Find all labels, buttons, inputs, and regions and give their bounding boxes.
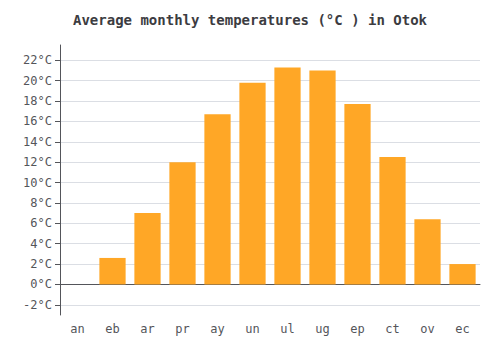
svg-text:ov: ov	[420, 322, 434, 336]
svg-text:8°C: 8°C	[30, 196, 52, 210]
svg-text:ep: ep	[350, 322, 364, 336]
svg-text:ug: ug	[315, 322, 329, 336]
svg-text:0°C: 0°C	[30, 277, 52, 291]
svg-text:eb: eb	[105, 322, 119, 336]
svg-text:6°C: 6°C	[30, 216, 52, 230]
svg-text:ay: ay	[210, 322, 224, 336]
svg-text:ar: ar	[140, 322, 154, 336]
svg-text:-2°C: -2°C	[23, 298, 52, 312]
svg-text:4°C: 4°C	[30, 237, 52, 251]
svg-text:10°C: 10°C	[23, 176, 52, 190]
svg-text:12°C: 12°C	[23, 155, 52, 169]
svg-text:pr: pr	[175, 322, 189, 336]
svg-text:un: un	[245, 322, 259, 336]
svg-text:ec: ec	[455, 322, 469, 336]
svg-text:2°C: 2°C	[30, 257, 52, 271]
svg-text:ul: ul	[280, 322, 294, 336]
svg-text:Average monthly temperatures (: Average monthly temperatures (°C ) in Ot…	[73, 12, 428, 28]
svg-text:ct: ct	[385, 322, 399, 336]
svg-text:22°C: 22°C	[23, 53, 52, 67]
svg-text:14°C: 14°C	[23, 135, 52, 149]
svg-text:an: an	[70, 322, 84, 336]
svg-text:18°C: 18°C	[23, 94, 52, 108]
svg-text:16°C: 16°C	[23, 114, 52, 128]
svg-text:20°C: 20°C	[23, 74, 52, 88]
